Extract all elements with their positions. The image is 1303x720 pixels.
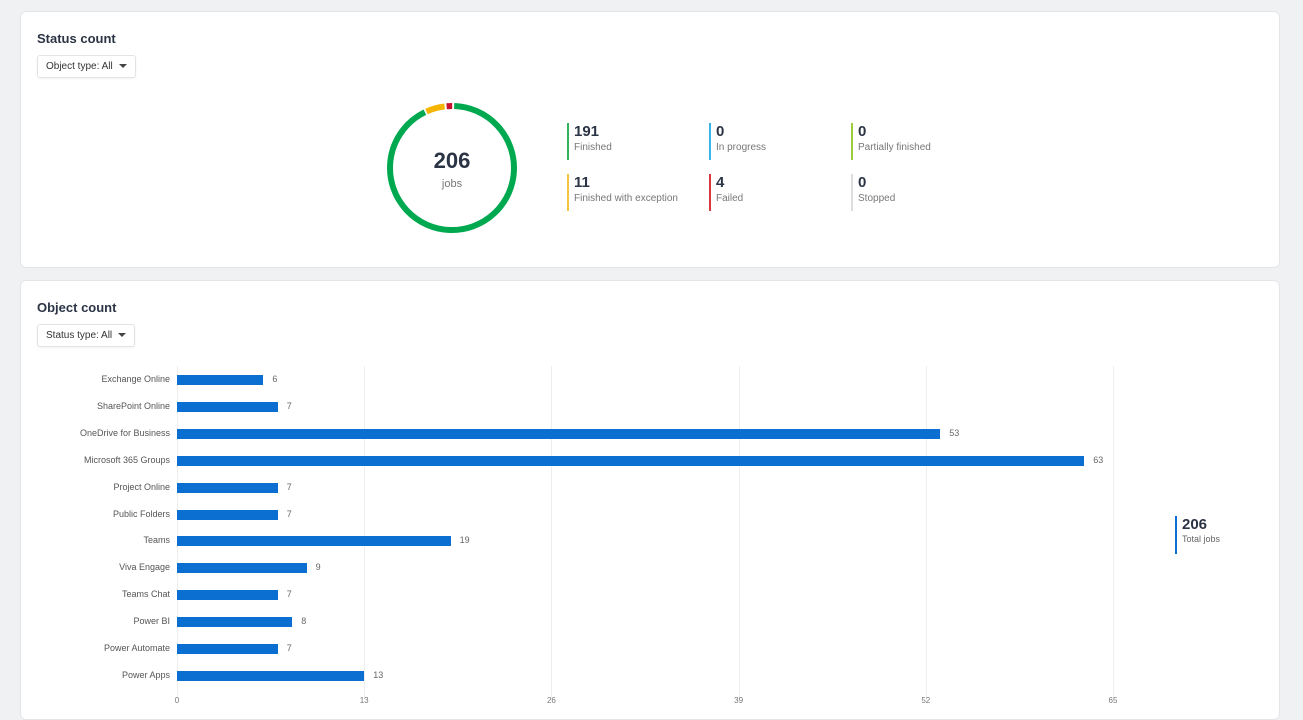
category-label: Power Apps: [121, 669, 170, 680]
bar[interactable]: [177, 617, 293, 628]
status-count-card: Status count Object type: All 206 jobs 1…: [20, 11, 1280, 268]
bar[interactable]: [177, 455, 1085, 466]
bar[interactable]: [177, 536, 451, 547]
bar-value-label: 13: [373, 669, 384, 680]
chevron-down-icon: [118, 64, 127, 69]
x-tick-label: 52: [921, 696, 931, 705]
bar-value-label: 7: [286, 508, 292, 519]
bar-value-label: 7: [286, 481, 292, 492]
category-label: Power BI: [133, 616, 170, 627]
stat-in-progress: 0 In progress: [709, 123, 839, 160]
bar-value-label: 19: [459, 535, 470, 546]
gridline: [1113, 366, 1114, 699]
stat-label: In progress: [716, 142, 767, 153]
stat-label: Partially finished: [858, 142, 931, 153]
gridline: [738, 366, 740, 699]
category-label: Public Folders: [112, 508, 170, 519]
bar[interactable]: [177, 590, 278, 601]
stat-partially-finished: 0 Partially finished: [851, 123, 981, 160]
bar[interactable]: [177, 644, 278, 654]
category-label: SharePoint Online: [96, 400, 170, 411]
donut-segment-failed[interactable]: [385, 101, 519, 235]
gridline: [177, 366, 178, 699]
bar-value-label: 7: [286, 400, 292, 411]
category-label: OneDrive for Business: [79, 427, 170, 438]
category-label: Teams: [143, 535, 170, 546]
object-count-title: Object count: [37, 300, 117, 315]
total-jobs-label: Total jobs: [1182, 534, 1221, 544]
x-tick-label: 26: [546, 696, 556, 705]
x-tick-label: 13: [359, 696, 369, 705]
gridline: [925, 366, 927, 699]
bar[interactable]: [177, 509, 278, 520]
bar[interactable]: [177, 375, 264, 385]
bar-value-label: 63: [1093, 454, 1104, 465]
status-donut-chart: [385, 101, 519, 235]
stat-value: 191: [574, 123, 600, 140]
total-jobs: 206 Total jobs: [1175, 516, 1220, 554]
category-label: Teams Chat: [121, 589, 170, 600]
stat-label: Stopped: [858, 193, 896, 204]
x-tick-label: 39: [734, 696, 744, 705]
stat-label: Failed: [716, 193, 744, 204]
bar[interactable]: [177, 563, 307, 574]
category-label: Viva Engage: [119, 562, 170, 573]
bar[interactable]: [177, 482, 278, 493]
bar-value-label: 53: [949, 427, 960, 438]
stat-finished-with-exception: 11 Finished with exception: [567, 174, 697, 211]
object-count-card: Object count Status type: All 0 13 26 39 52 6…: [20, 280, 1280, 720]
donut-total-label: jobs: [441, 178, 463, 190]
stat-finished: 191 Finished: [567, 123, 697, 160]
chevron-down-icon: [118, 333, 127, 338]
category-label: Microsoft 365 Groups: [83, 454, 170, 465]
bar[interactable]: [177, 428, 941, 439]
category-label: Project Online: [113, 481, 170, 492]
bar-value-label: 8: [301, 616, 307, 627]
stat-value: 11: [574, 174, 590, 191]
stat-value: 4: [716, 174, 725, 191]
stat-failed: 4 Failed: [709, 174, 839, 211]
stat-stopped: 0 Stopped: [851, 174, 981, 211]
x-tick-label: 65: [1108, 696, 1118, 705]
category-label: Exchange Online: [101, 374, 170, 384]
object-type-dropdown[interactable]: Object type: All: [37, 55, 136, 78]
status-type-label: Status type: All: [46, 330, 113, 341]
bar[interactable]: [177, 670, 365, 681]
gridline: [364, 366, 366, 699]
bar[interactable]: [177, 401, 278, 412]
bar-value-label: 6: [272, 374, 278, 384]
stat-value: 0: [858, 123, 867, 140]
stat-label: Finished: [574, 142, 612, 153]
stat-label: Finished with exception: [574, 193, 678, 204]
gridline: [551, 366, 553, 699]
stat-value: 0: [858, 174, 867, 191]
bar-value-label: 7: [286, 589, 292, 600]
bar-value-label: 7: [286, 643, 292, 653]
status-type-dropdown[interactable]: Status type: All: [37, 324, 136, 347]
stat-value: 0: [716, 123, 725, 140]
donut-total: 206: [433, 148, 471, 173]
bar-value-label: 9: [315, 562, 321, 573]
category-label: Power Automate: [103, 643, 170, 653]
total-jobs-value: 206: [1182, 516, 1208, 533]
object-type-label: Object type: All: [46, 61, 113, 72]
x-tick-label: 0: [174, 696, 180, 705]
status-count-title: Status count: [37, 31, 116, 46]
